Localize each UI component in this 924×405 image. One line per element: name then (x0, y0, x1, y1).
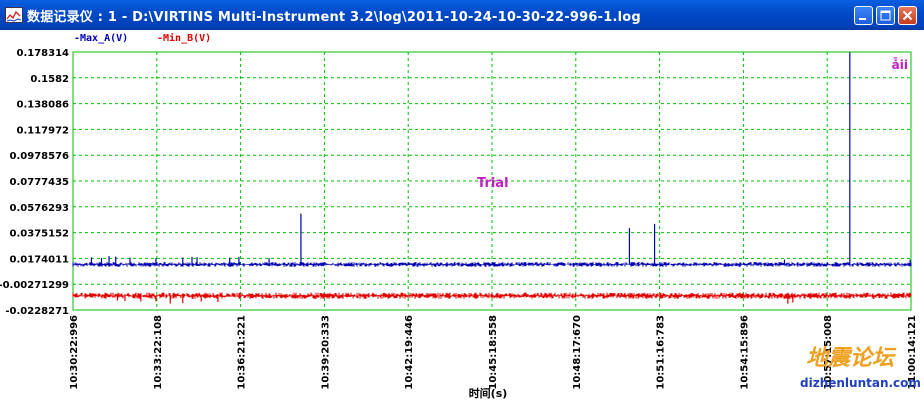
corner-label: ǡii (892, 58, 908, 72)
close-icon (902, 10, 913, 21)
x-tick-label: 10:57:15:008 (823, 315, 834, 390)
legend-entry: -Min_B(V) (157, 32, 211, 44)
x-tick-label: 10:45:18:558 (488, 315, 499, 390)
y-tick-label: 0.178314 (16, 48, 69, 59)
series-trace (72, 262, 912, 267)
x-axis-label: 时间(s) (469, 386, 508, 400)
x-tick-label: 10:33:22:108 (153, 315, 164, 390)
x-tick-label: 10:30:22:996 (69, 315, 80, 390)
y-tick-label: 0.1582 (30, 74, 69, 85)
y-tick-label: -0.00271299 (0, 280, 69, 291)
maximize-icon (880, 10, 891, 21)
y-tick-label: 0.0777435 (10, 177, 70, 188)
y-tick-label: 0.138086 (16, 100, 69, 111)
y-tick-label: 0.117972 (16, 125, 69, 136)
y-tick-label: 0.0576293 (10, 203, 70, 214)
watermark-logo: 地震论坛 (806, 345, 897, 371)
title-bar[interactable]: 数据记录仪 : 1 - D:\VIRTINS Multi-Instrument … (0, 0, 924, 30)
series-trace (72, 292, 912, 299)
y-tick-label: 0.0978576 (10, 151, 70, 162)
x-tick-label: 10:51:16:783 (656, 315, 667, 390)
y-tick-label: 0.0174011 (10, 254, 70, 265)
watermark-site: dizhenluntan.com (800, 376, 921, 390)
data-logger-chart[interactable]: 0.178314 0.1582 0.138086 0.117972 0.0978576 0… (0, 30, 924, 405)
chart-app-icon[interactable] (5, 7, 23, 23)
y-tick-label: -0.0228271 (5, 306, 69, 317)
maximize-button[interactable] (876, 6, 895, 25)
x-tick-label: 10:54:15:896 (739, 315, 750, 390)
plot-area-container: 0.178314 0.1582 0.138086 0.117972 0.0978576 0… (0, 30, 924, 405)
window-title: 数据记录仪 : 1 - D:\VIRTINS Multi-Instrument … (27, 10, 641, 25)
minimize-icon (859, 18, 866, 20)
trial-annotation: Trial (477, 176, 509, 191)
x-tick-label: 10:36:21:221 (237, 315, 248, 390)
plot-border (72, 51, 912, 311)
x-tick-label: 10:39:20:333 (320, 315, 331, 390)
x-tick-label: 10:48:17:670 (572, 315, 583, 390)
x-tick-label: 10:42:19:446 (404, 315, 415, 390)
minimize-button[interactable] (854, 6, 873, 25)
x-tick-label: 11:00:14:121 (907, 315, 918, 390)
legend-entry: -Max_A(V) (74, 33, 128, 44)
y-tick-label: 0.0375152 (10, 229, 70, 240)
close-button[interactable] (898, 6, 917, 25)
